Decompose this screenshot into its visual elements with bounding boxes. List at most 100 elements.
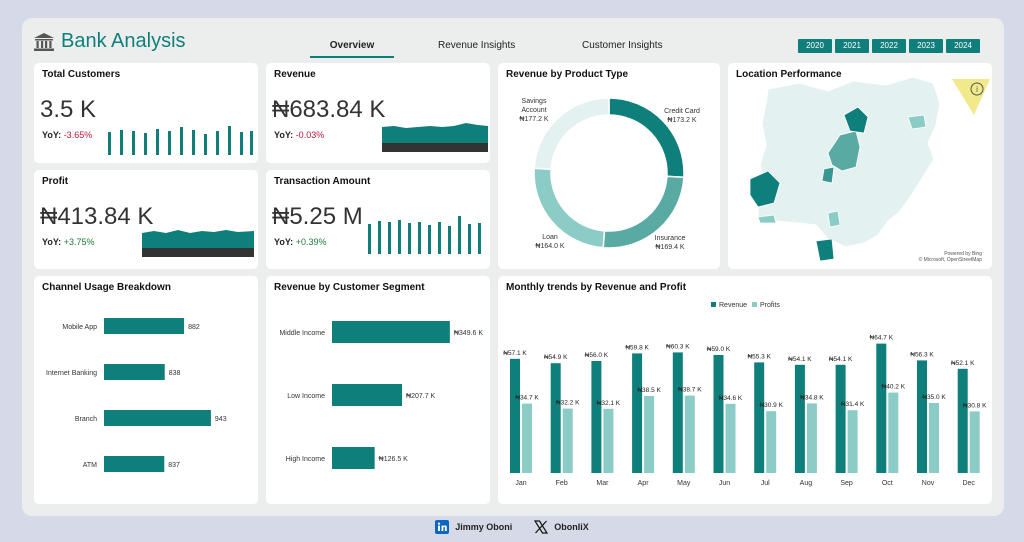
nigeria-map[interactable]: i xyxy=(728,63,992,269)
slice-label: Insurance xyxy=(655,235,686,242)
slice-value: ₦169.4 K xyxy=(655,244,685,251)
yoy-label: YoY: xyxy=(42,237,62,247)
chart-title: Location Performance xyxy=(736,69,842,80)
location-card: Location Performance i Powered by Bing ©… xyxy=(728,63,992,269)
month-label: May xyxy=(677,480,691,487)
bar xyxy=(725,403,736,473)
month-label: Aug xyxy=(800,480,813,487)
bar xyxy=(957,368,968,473)
product-donut-chart: Savings Account ₦177.2 K Credit Card ₦173.2 … xyxy=(519,97,700,251)
page-title: Bank Analysis xyxy=(61,30,186,52)
data-label: ₦40.2 K xyxy=(882,384,906,391)
data-label: ₦56.3 K xyxy=(910,351,934,358)
month-label: Jan xyxy=(515,480,526,487)
tab-overview[interactable]: Overview xyxy=(310,40,394,58)
month-label: Dec xyxy=(962,480,975,487)
data-label: ₦60.3 K xyxy=(666,343,690,350)
kpi-transaction-amount: Transaction Amount ₦5.25 M YoY: +0.39% xyxy=(266,170,490,269)
slice-value: ₦173.2 K xyxy=(667,117,697,124)
bar xyxy=(713,355,724,473)
brand: Bank Analysis xyxy=(33,30,186,53)
bar xyxy=(104,364,165,380)
bar xyxy=(603,408,614,473)
data-label: ₦126.5 K xyxy=(379,456,409,463)
kpi-title: Profit xyxy=(42,176,69,187)
chart-title: Revenue by Customer Segment xyxy=(274,282,425,293)
bar xyxy=(835,364,846,473)
bar xyxy=(104,318,185,334)
month-label: Oct xyxy=(882,480,893,487)
kpi-value: ₦683.84 K xyxy=(272,96,386,123)
tab-customer-insights[interactable]: Customer Insights xyxy=(582,40,663,51)
yoy-value: +0.39% xyxy=(295,237,327,247)
revenue-sparkarea xyxy=(382,123,488,152)
data-label: ₦57.1 K xyxy=(503,350,527,357)
bar xyxy=(766,411,777,473)
category-label: Low Income xyxy=(287,393,325,400)
linkedin-handle[interactable]: Jimmy Oboni xyxy=(455,522,513,532)
bar xyxy=(104,456,165,472)
legend-swatch xyxy=(711,302,716,307)
donut-slice xyxy=(533,97,610,171)
bar xyxy=(888,392,899,473)
year-button[interactable]: 2020 xyxy=(798,39,832,53)
bank-icon xyxy=(34,32,54,51)
category-label: Internet Banking xyxy=(46,370,97,377)
month-label: Jul xyxy=(761,480,770,487)
kpi-total-customers: Total Customers 3.5 K YoY: -3.65% xyxy=(34,63,258,163)
kpi-title: Revenue xyxy=(274,69,316,80)
data-label: ₦34.7 K xyxy=(515,395,539,402)
bar xyxy=(684,395,695,473)
category-label: Middle Income xyxy=(279,330,325,337)
bar xyxy=(847,410,858,473)
slice-label: Loan xyxy=(542,234,558,241)
kpi-value: 3.5 K xyxy=(40,96,97,123)
kpi-revenue: Revenue ₦683.84 K YoY: -0.03% xyxy=(266,63,490,163)
data-label: ₦32.1 K xyxy=(597,400,621,407)
month-label: Apr xyxy=(638,480,650,487)
data-label: ₦34.8 K xyxy=(800,394,824,401)
chart-title: Revenue by Product Type xyxy=(506,69,629,80)
data-label: ₦32.2 K xyxy=(556,400,580,407)
category-label: ATM xyxy=(83,462,97,469)
linkedin-icon[interactable] xyxy=(435,520,450,534)
slice-label: Account xyxy=(521,107,546,114)
yoy-label: YoY: xyxy=(42,130,62,140)
data-label: ₦64.7 K xyxy=(870,335,894,342)
tab-revenue-insights[interactable]: Revenue Insights xyxy=(438,40,516,51)
yoy-value: -0.03% xyxy=(295,130,325,140)
chart-title: Channel Usage Breakdown xyxy=(42,282,171,293)
bar xyxy=(332,321,450,343)
transaction-sparkbars xyxy=(368,216,481,254)
svg-text:i: i xyxy=(976,85,978,94)
data-label: ₦38.5 K xyxy=(637,387,661,394)
profit-sparkarea xyxy=(142,230,254,257)
kpi-title: Transaction Amount xyxy=(274,176,371,187)
kpi-value: ₦5.25 M xyxy=(272,203,363,230)
map-credit: Powered by Bing xyxy=(944,251,982,257)
year-button[interactable]: 2023 xyxy=(909,39,943,53)
kpi-title: Total Customers xyxy=(42,69,121,80)
bar xyxy=(917,360,927,473)
legend-label: Revenue xyxy=(719,302,747,309)
year-button[interactable]: 2021 xyxy=(835,39,869,53)
data-label: ₦349.6 K xyxy=(454,330,484,337)
x-handle[interactable]: ObonIiX xyxy=(554,522,589,532)
customers-sparkbars xyxy=(108,126,253,155)
category-label: High Income xyxy=(286,456,325,463)
bar xyxy=(510,358,520,473)
bar xyxy=(754,362,765,473)
info-badge xyxy=(952,79,990,115)
data-label: ₦207.7 K xyxy=(406,393,436,400)
month-label: Sep xyxy=(840,480,853,487)
x-icon[interactable] xyxy=(534,520,549,534)
bar xyxy=(929,403,939,473)
bar xyxy=(969,411,980,473)
yoy-value: +3.75% xyxy=(63,237,95,247)
year-button[interactable]: 2022 xyxy=(872,39,906,53)
bar xyxy=(522,403,532,473)
year-button[interactable]: 2024 xyxy=(946,39,980,53)
yoy-label: YoY: xyxy=(274,130,294,140)
category-label: Branch xyxy=(75,416,97,423)
kpi-profit: Profit ₦413.84 K YoY: +3.75% xyxy=(34,170,258,269)
